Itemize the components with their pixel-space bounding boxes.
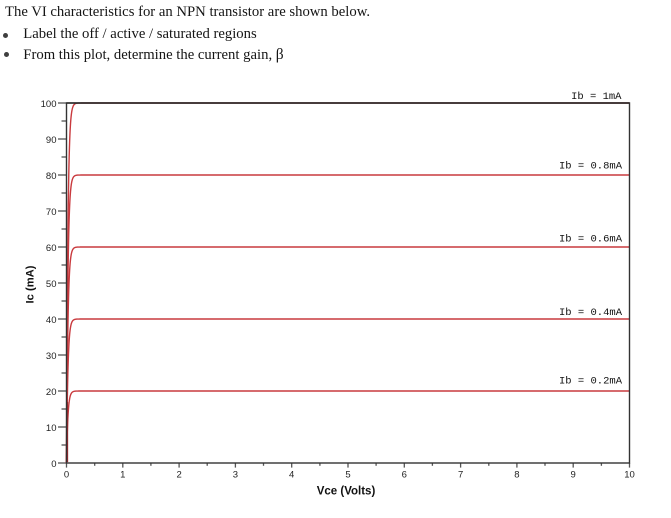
svg-text:7: 7 [458, 470, 463, 481]
svg-text:10: 10 [624, 470, 635, 481]
svg-text:100: 100 [41, 99, 57, 110]
svg-text:30: 30 [46, 351, 57, 362]
svg-text:Ib = 0.6mA: Ib = 0.6mA [559, 234, 623, 246]
svg-text:9: 9 [571, 470, 576, 481]
svg-text:0: 0 [51, 459, 56, 470]
svg-text:1: 1 [120, 470, 125, 481]
svg-text:40: 40 [46, 315, 57, 326]
svg-text:Ib = 0.2mA: Ib = 0.2mA [559, 376, 623, 388]
svg-text:6: 6 [402, 470, 407, 481]
svg-text:90: 90 [46, 135, 57, 146]
svg-text:Ic (mA): Ic (mA) [25, 265, 37, 303]
svg-text:50: 50 [46, 279, 57, 290]
svg-text:Ib = 0.8mA: Ib = 0.8mA [559, 161, 623, 173]
svg-text:20: 20 [46, 387, 57, 398]
svg-text:Ib = 0.4mA: Ib = 0.4mA [559, 307, 623, 319]
svg-text:2: 2 [176, 470, 181, 481]
svg-text:60: 60 [46, 243, 57, 254]
svg-text:5: 5 [345, 470, 350, 481]
svg-text:0: 0 [64, 470, 69, 481]
svg-text:3: 3 [233, 470, 238, 481]
svg-text:Ib = 1mA: Ib = 1mA [571, 91, 622, 103]
svg-text:Vce (Volts): Vce (Volts) [317, 485, 376, 497]
svg-text:8: 8 [514, 470, 519, 481]
svg-text:4: 4 [289, 470, 294, 481]
svg-text:70: 70 [46, 207, 57, 218]
svg-text:10: 10 [46, 423, 57, 434]
svg-text:80: 80 [46, 171, 57, 182]
